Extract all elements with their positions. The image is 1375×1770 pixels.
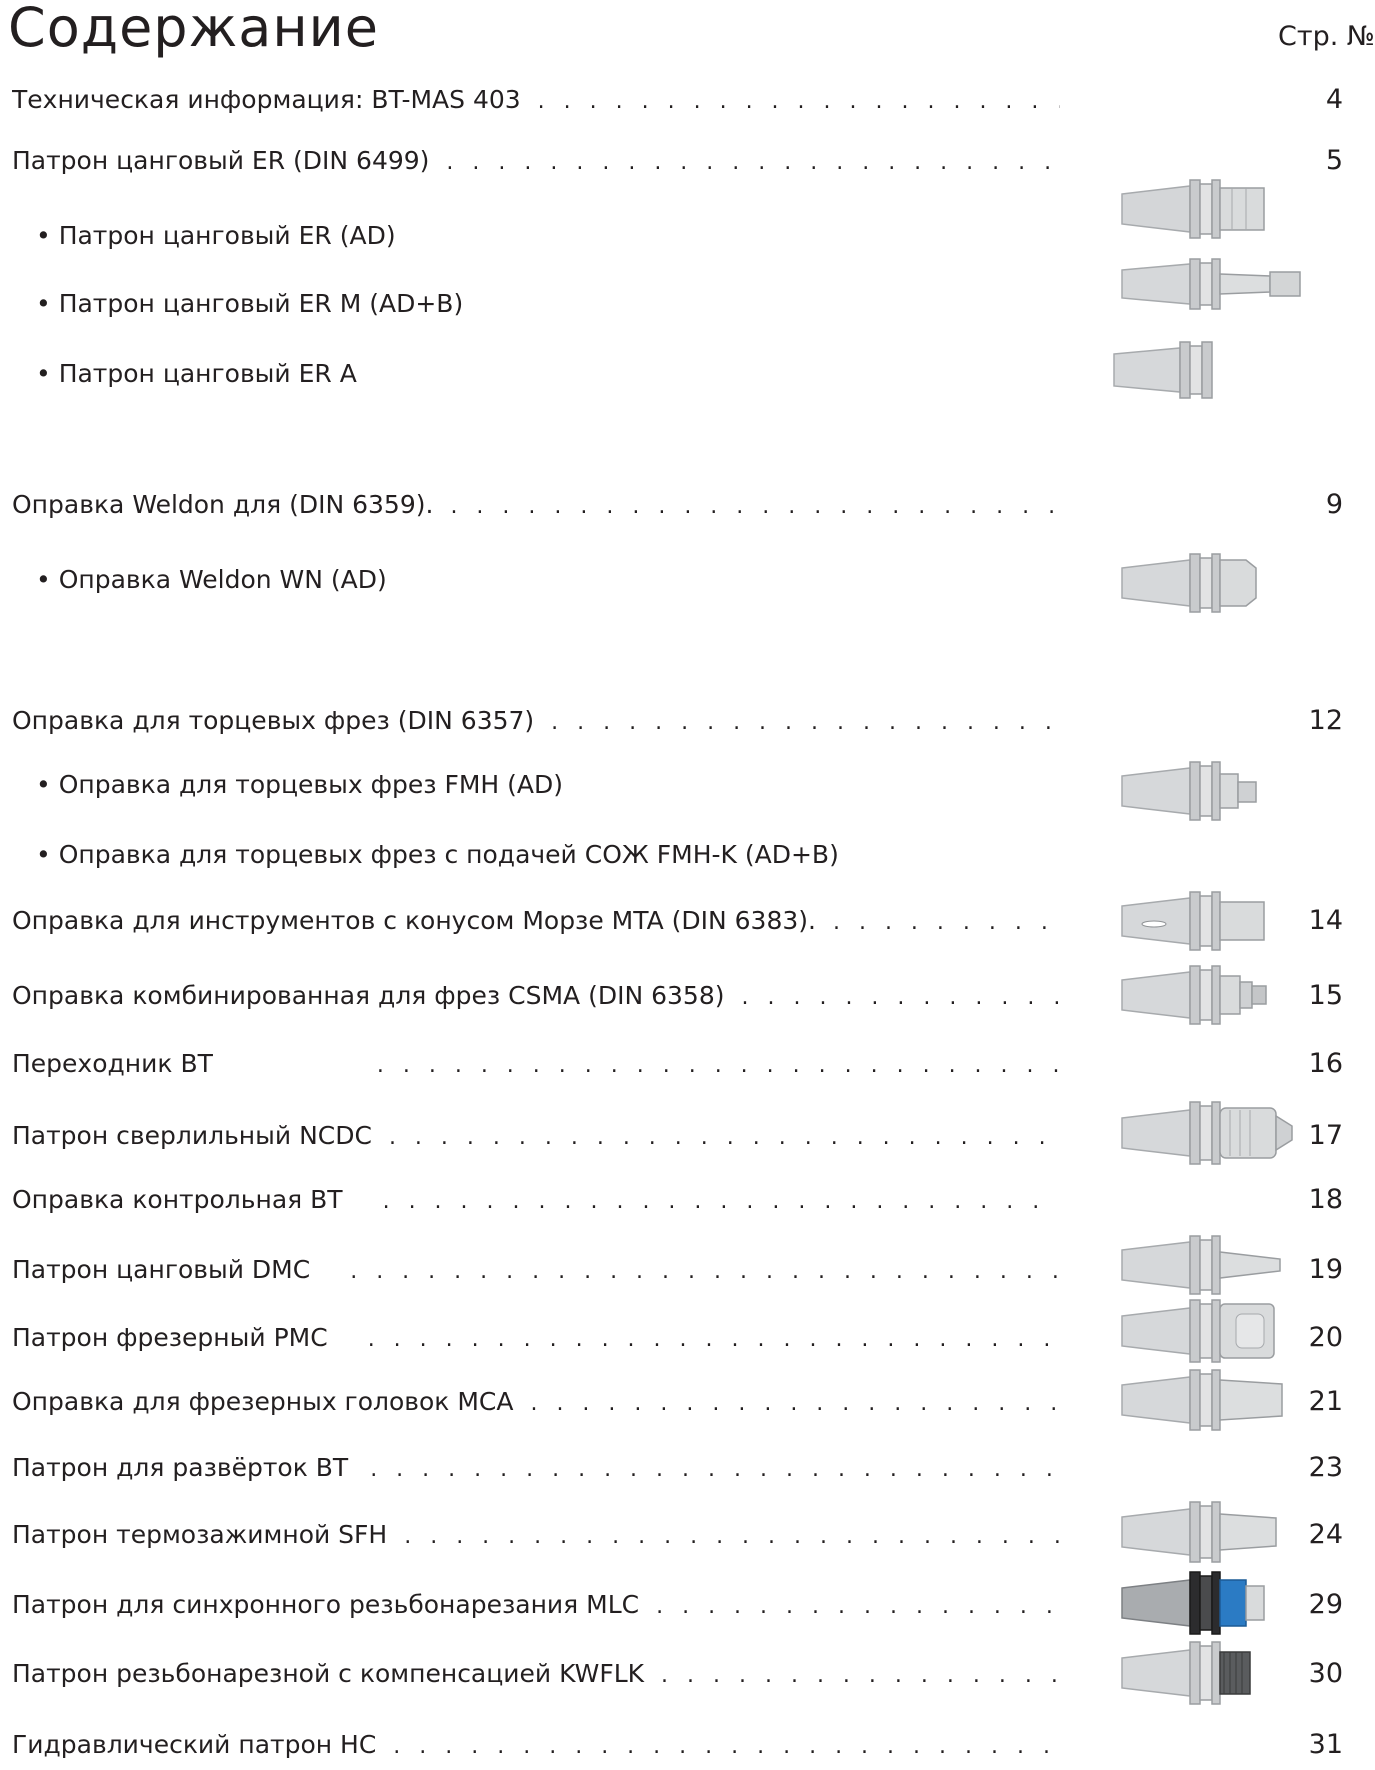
toc-entry-label: Патрон цанговый ER (DIN 6499) (12, 146, 434, 175)
toc-entry-page: 31 (1308, 1729, 1343, 1760)
toc-entry-label: Гидравлический патрон HC (12, 1730, 381, 1759)
leader-dots: . . . . . . . . . . . . . . . . . . . . … (376, 1053, 1060, 1078)
leader-dots: . . . . . . . . . . . . . . . . . . . . … (741, 985, 1060, 1010)
toc-entry[interactable]: Оправка для инструментов с конусом Морзе… (0, 903, 1375, 939)
toc-entry[interactable]: Патрон для синхронного резьбонарезания M… (0, 1587, 1375, 1623)
er-a-collet-chuck-image (1113, 341, 1213, 399)
toc-entry[interactable]: Техническая информация: BT-MAS 403 . . .… (0, 82, 1375, 118)
toc-entry[interactable]: Оправка комбинированная для фрез CSMA (D… (0, 978, 1375, 1014)
toc-entry[interactable]: Патрон резьбонарезной с компенсацией KWF… (0, 1656, 1375, 1692)
toc-entry-label: Оправка контрольная BT (12, 1185, 347, 1214)
toc-entry-label: Патрон сверлильный NCDC (12, 1121, 376, 1150)
drill-chuck-ncdc-image (1121, 1101, 1293, 1165)
leader-dots: . . . . . . . . . . . . . . . . . . . . … (551, 710, 1060, 735)
er-collet-chuck-ad-image (1121, 179, 1265, 239)
toc-entry-label: Патрон для синхронного резьбонарезания M… (12, 1590, 644, 1619)
toc-entry[interactable]: Патрон для развёрток BT . . . . . . . . .… (0, 1450, 1375, 1486)
leader-dots: . . . . . . . . . . . . . . . . . . . . … (530, 1391, 1060, 1416)
toc-entry-page: 5 (1325, 145, 1343, 176)
toc-entry-page: 29 (1308, 1589, 1343, 1620)
toc-entry-label: • Оправка для торцевых фрез FMH (AD) (36, 770, 564, 799)
toc-entry-label: Оправка для инструментов с конусом Морзе… (12, 906, 820, 935)
toc-entry-page: 24 (1308, 1519, 1343, 1550)
toc-entry-label: Оправка для фрезерных головок MCA (12, 1387, 518, 1416)
toc-entry[interactable]: Переходник BT . . . . . . . . . . . . . .… (0, 1046, 1375, 1082)
leader-dots: . . . . . . . . . . . . . . . . . . . . … (404, 1524, 1060, 1549)
leader-dots: . . . . . . . . . . . . . . . . . . . . … (393, 1734, 1060, 1759)
leader-dots: . . . . . . . . . . . . . . . . . . . . … (382, 1189, 1060, 1214)
toc-entry-label: • Оправка Weldon WN (AD) (36, 565, 387, 594)
toc-entry-page: 18 (1308, 1184, 1343, 1215)
weldon-holder-image (1121, 553, 1257, 613)
face-mill-holder-fmh-image (1121, 761, 1257, 821)
toc-entry-label: • Патрон цанговый ER M (AD+B) (36, 289, 464, 318)
toc-entry-label: • Патрон цанговый ER A (36, 359, 357, 388)
toc-entry-page: 16 (1308, 1048, 1343, 1079)
toc-entry[interactable]: Патрон сверлильный NCDC . . . . . . . . … (0, 1118, 1375, 1154)
leader-dots: . . . . . . . . . . . . . . . . . . . . … (656, 1594, 1060, 1619)
toc-entry-page: 4 (1325, 84, 1343, 115)
leader-dots: . . . . . . . . . . . . . . . . . . . . … (446, 150, 1060, 175)
leader-dots: . . . . . . . . . . . . . . . . . . . . … (832, 910, 1060, 935)
leader-dots: . . . . . . . . . . . . . . . . . . . . … (370, 1457, 1060, 1482)
toc-entry-label: Оправка Weldon для (DIN 6359). (12, 490, 438, 519)
toc-entry-page: 12 (1308, 705, 1343, 736)
leader-dots: . . . . . . . . . . . . . . . . . . . . … (537, 89, 1060, 114)
toc-entry-label: Оправка комбинированная для фрез CSMA (D… (12, 981, 729, 1010)
toc-entry-label: Патрон цанговый DMC (12, 1255, 315, 1284)
toc-entry-page: 9 (1325, 489, 1343, 520)
collet-chuck-dmc-image (1121, 1235, 1281, 1295)
page-number-column-label: Стр. № (1278, 21, 1375, 52)
toc-entry[interactable]: Оправка контрольная BT . . . . . . . . . … (0, 1182, 1375, 1218)
toc-subentry[interactable]: • Оправка для торцевых фрез с подачей СО… (0, 837, 1375, 873)
morse-taper-holder-image (1121, 891, 1265, 951)
toc-entry-page: 20 (1308, 1322, 1343, 1353)
toc-entry[interactable]: Оправка для торцевых фрез (DIN 6357) . .… (0, 703, 1375, 739)
toc-entry-label: Патрон термозажимной SFH (12, 1520, 392, 1549)
toc-entry-page: 15 (1308, 980, 1343, 1011)
page-title: Содержание (8, 0, 379, 59)
toc-entry-label: • Оправка для торцевых фрез с подачей СО… (36, 840, 839, 869)
toc-subentry[interactable]: • Патрон цанговый ER M (AD+B) (0, 286, 1375, 322)
toc-entry-label: Оправка для торцевых фрез (DIN 6357) (12, 706, 539, 735)
toc-entry-page: 19 (1308, 1254, 1343, 1285)
tapping-chuck-kwflk-image (1121, 1641, 1251, 1705)
toc-entry-label: Патрон фрезерный PMC (12, 1323, 332, 1352)
toc-entry[interactable]: Патрон фрезерный PMC . . . . . . . . . . … (0, 1320, 1375, 1356)
toc-entry-page: 21 (1308, 1386, 1343, 1417)
toc-entry-page: 23 (1308, 1452, 1343, 1483)
toc-entry-label: Патрон резьбонарезной с компенсацией KWF… (12, 1659, 649, 1688)
toc-entry-page: 17 (1308, 1120, 1343, 1151)
toc-subentry[interactable]: • Патрон цанговый ER (AD) (0, 218, 1375, 254)
leader-dots: . . . . . . . . . . . . . . . . . . . . … (350, 1259, 1060, 1284)
toc-entry-label: Патрон для развёрток BT (12, 1453, 353, 1482)
shrink-fit-chuck-sfh-image (1121, 1501, 1277, 1563)
toc-entry[interactable]: Оправка для фрезерных головок MCA . . . … (0, 1384, 1375, 1420)
toc-entry[interactable]: Оправка Weldon для (DIN 6359). . . . . .… (0, 487, 1375, 523)
leader-dots: . . . . . . . . . . . . . . . . . . . . … (661, 1663, 1060, 1688)
toc-entry[interactable]: Патрон цанговый DMC . . . . . . . . . . .… (0, 1252, 1375, 1288)
toc-entry-label: Техническая информация: BT-MAS 403 (12, 85, 525, 114)
combi-shell-mill-holder-image (1121, 965, 1267, 1025)
synchro-tapping-chuck-mlc-image (1121, 1571, 1265, 1635)
toc-entry-page: 14 (1308, 905, 1343, 936)
milling-chuck-pmc-image (1121, 1299, 1275, 1363)
toc-entry[interactable]: Патрон цанговый ER (DIN 6499) . . . . . … (0, 143, 1375, 179)
toc-subentry[interactable]: • Патрон цанговый ER A (0, 356, 1375, 392)
er-m-collet-chuck-image (1121, 258, 1301, 310)
toc-entry[interactable]: Гидравлический патрон HC . . . . . . . .… (0, 1727, 1375, 1763)
shell-mill-holder-mca-image (1121, 1369, 1283, 1431)
toc-entry-label: Переходник BT (12, 1049, 217, 1078)
toc-subentry[interactable]: • Оправка Weldon WN (AD) (0, 562, 1375, 598)
toc-entry-label: • Патрон цанговый ER (AD) (36, 221, 396, 250)
leader-dots: . . . . . . . . . . . . . . . . . . . . … (388, 1125, 1060, 1150)
toc-entry[interactable]: Патрон термозажимной SFH . . . . . . . .… (0, 1517, 1375, 1553)
leader-dots: . . . . . . . . . . . . . . . . . . . . … (367, 1327, 1060, 1352)
toc-entry-page: 30 (1308, 1658, 1343, 1689)
leader-dots: . . . . . . . . . . . . . . . . . . . . … (450, 494, 1060, 519)
toc-subentry[interactable]: • Оправка для торцевых фрез FMH (AD) (0, 767, 1375, 803)
